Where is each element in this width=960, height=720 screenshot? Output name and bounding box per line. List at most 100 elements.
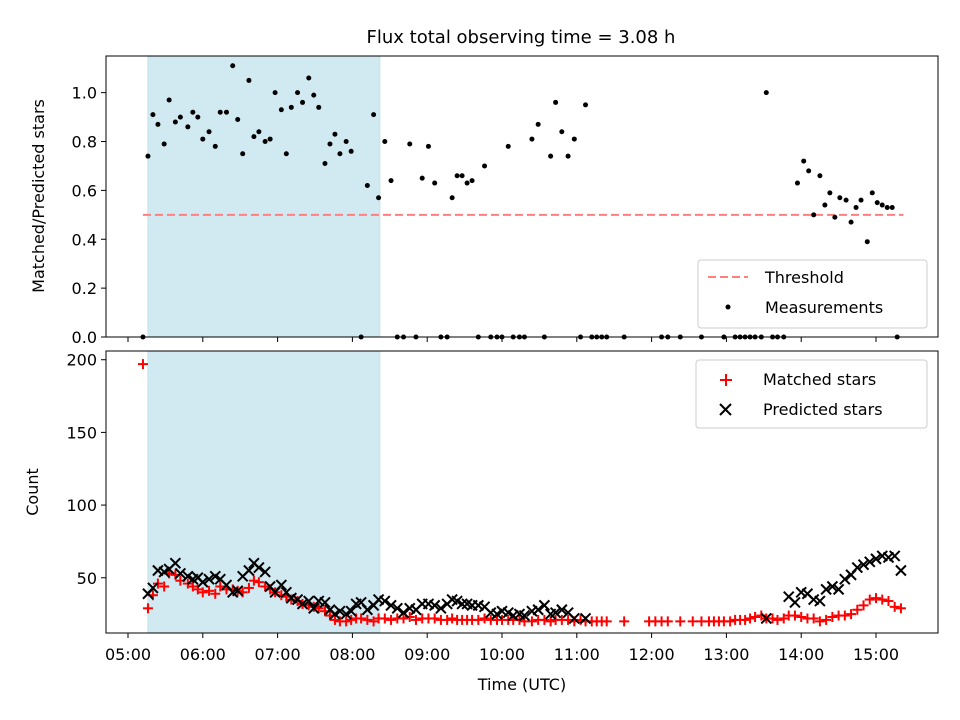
measurement-point [505, 143, 511, 149]
measurement-point [376, 195, 382, 201]
top-y-ticks: 0.0 0.2 0.4 0.6 0.8 1.0 [72, 84, 106, 347]
predicted-star-point [820, 583, 832, 596]
bottom-legend: Matched stars Predicted stars [695, 359, 928, 429]
matched-star-point [362, 614, 373, 625]
measurement-point [822, 202, 828, 208]
measurement-point [240, 151, 246, 157]
measurement-point [432, 180, 438, 186]
measurement-point [817, 173, 823, 179]
bottom-x-tick-label: 10:00 [479, 645, 525, 664]
bottom-x-tick-label: 11:00 [554, 645, 600, 664]
measurement-point [295, 90, 301, 96]
matched-star-point [429, 613, 440, 624]
matched-star-point [889, 601, 900, 612]
predicted-star-point [147, 582, 159, 594]
matched-star-point [204, 585, 215, 596]
predicted-star-point [379, 595, 391, 607]
bottom-y-tick-label: 50 [77, 569, 97, 588]
measurement-point [535, 121, 541, 127]
measurement-point [382, 139, 388, 145]
measurement-point [794, 180, 800, 186]
matched-star-point [253, 577, 264, 588]
matched-star-point [601, 616, 612, 627]
matched-star-point [877, 594, 888, 605]
bottom-marks [137, 359, 907, 627]
predicted-star-point [549, 606, 562, 619]
bottom-x-tick-label: 13:00 [703, 645, 749, 664]
measurement-point [251, 134, 257, 140]
predicted-star-point [456, 598, 468, 610]
measurement-point [283, 151, 289, 157]
measurement-point [300, 99, 306, 105]
measurement-point [853, 204, 859, 210]
predicted-star-point [385, 599, 397, 612]
legend-measurements-swatch [725, 304, 731, 310]
top-y-tick-label: 0.2 [72, 279, 97, 298]
top-y-tick-label: 0.0 [72, 328, 97, 347]
top-y-axis-label: Matched/Predicted stars [29, 99, 48, 293]
measurement-point [145, 153, 151, 159]
matched-star-point [473, 614, 484, 625]
measurement-point [235, 117, 241, 123]
matched-star-point [142, 603, 153, 614]
measurement-point [230, 63, 236, 69]
bottom-y-tick-label: 150 [66, 423, 97, 442]
matched-star-point [864, 594, 875, 605]
predicted-star-point [760, 612, 773, 625]
measurement-point [837, 195, 843, 201]
predicted-star-point [361, 604, 374, 616]
measurement-point [172, 119, 178, 125]
predicted-star-point [556, 604, 568, 616]
predicted-star-point [303, 595, 315, 607]
matched-star-point [215, 581, 226, 592]
top-legend: Threshold Measurements [697, 259, 928, 329]
chart-title: Flux total observing time = 3.08 h [367, 27, 676, 48]
predicted-star-point [864, 556, 876, 568]
measurement-point [256, 129, 262, 135]
measurement-point [858, 197, 864, 203]
matched-star-point [827, 612, 838, 623]
measurement-point [190, 109, 196, 115]
bottom-x-axis-label: Time (UTC) [477, 675, 566, 694]
matched-star-point [248, 575, 259, 586]
bottom-y-tick-label: 200 [66, 351, 97, 370]
bottom-panel: 50 100 150 200 05:00 06:00 07:00 08:00 09:00 10:… [23, 350, 939, 694]
measurement-point [459, 173, 465, 179]
bottom-highlight-span [147, 350, 381, 634]
predicted-star-point [814, 595, 826, 607]
measurement-point [288, 104, 294, 110]
matched-star-point [871, 593, 881, 604]
predicted-star-point [275, 579, 288, 591]
measurement-point [388, 178, 394, 184]
measurement-point [177, 114, 183, 120]
matched-star-point [386, 614, 397, 625]
predicted-star-point [231, 585, 244, 597]
measurement-point [806, 168, 812, 174]
measurement-point [811, 212, 817, 218]
bottom-x-tick-label: 12:00 [629, 645, 675, 664]
measurement-point [246, 77, 252, 83]
predicted-star-point [832, 583, 845, 596]
matched-star-point [789, 610, 800, 621]
measurement-point [763, 90, 769, 96]
measurement-point [155, 121, 161, 127]
matched-star-point [243, 582, 254, 593]
predicted-star-point [296, 598, 309, 610]
predicted-star-point [857, 558, 870, 571]
measurement-point [571, 136, 577, 142]
matched-star-point [563, 614, 574, 625]
measurement-point [583, 102, 589, 108]
predicted-star-point [203, 573, 215, 585]
matched-star-point [159, 581, 170, 592]
legend-predicted-swatch [719, 403, 732, 416]
measurement-point [206, 129, 212, 135]
measurement-point [864, 239, 870, 245]
matched-star-point [687, 616, 698, 627]
matched-star-point [767, 613, 778, 624]
top-y-tick-label: 0.6 [72, 181, 97, 200]
bottom-x-tick-label: 14:00 [778, 645, 824, 664]
bottom-x-tick-label: 07:00 [255, 645, 301, 664]
measurement-point [827, 190, 833, 196]
predicted-star-point [308, 602, 320, 614]
measurement-point [166, 97, 172, 103]
